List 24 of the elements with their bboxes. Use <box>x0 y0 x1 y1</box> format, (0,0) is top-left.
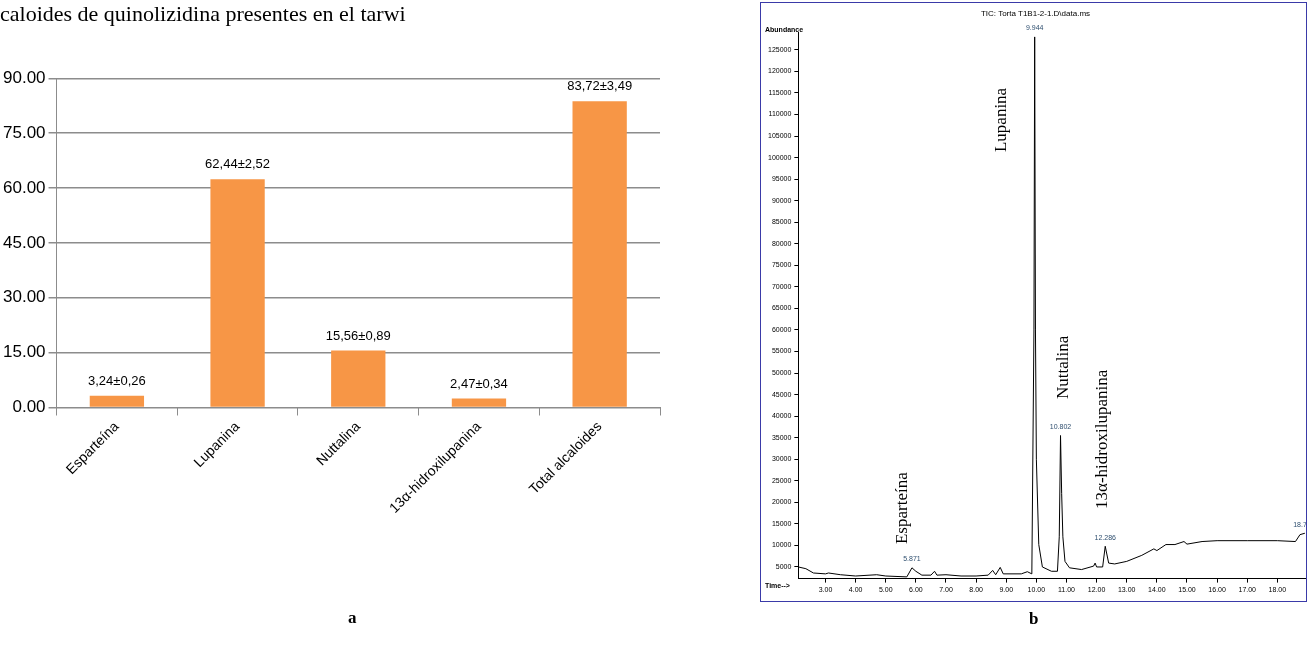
bar <box>210 179 265 407</box>
y-tick-label: 90.00 <box>2 68 46 88</box>
data-label: 3,24±0,26 <box>88 372 146 388</box>
chart-title: TIC: Torta T1B1-2-1.D\data.ms <box>980 9 1091 18</box>
data-label: 15,56±0,89 <box>325 327 391 343</box>
text: a <box>348 608 357 628</box>
bar <box>451 398 507 407</box>
annotation: Nuttalina <box>1053 335 1073 399</box>
y-tick-label: 30.00 <box>2 287 46 307</box>
data-label: 2,47±0,34 <box>450 375 508 391</box>
y-tick-label: 15.00 <box>2 342 46 362</box>
annotation: Esparteína <box>891 471 911 545</box>
bar <box>331 350 386 407</box>
data-label: 62,44±2,52 <box>205 156 271 172</box>
annotation: Lupanina <box>990 87 1010 153</box>
y-tick-label: 0.00 <box>12 397 46 417</box>
data-label: 83,72±3,49 <box>567 78 633 94</box>
y-tick-label: 60.00 <box>2 177 46 197</box>
y-tick-label: 45.00 <box>2 232 46 252</box>
chart-title: caloides de quinolizidina presentes en el tarwi <box>0 0 406 26</box>
text: b <box>1029 609 1039 629</box>
bar <box>89 395 145 407</box>
y-tick-label: 75.00 <box>2 122 46 142</box>
bar <box>572 101 627 407</box>
